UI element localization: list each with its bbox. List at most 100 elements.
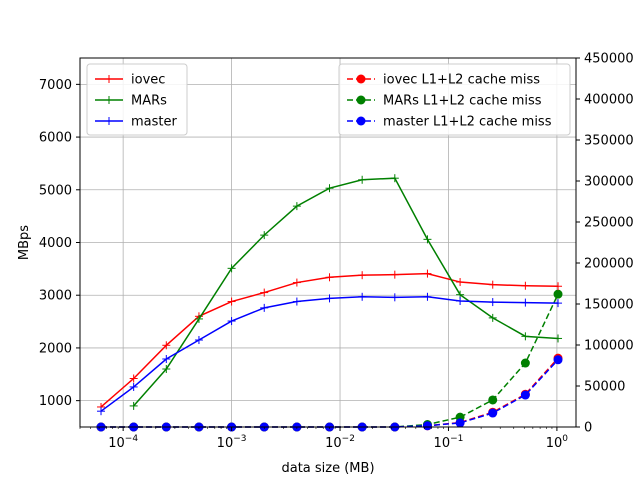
legend-marker <box>356 74 366 84</box>
y-tick-label: 2000 <box>39 341 72 356</box>
data-point <box>521 332 530 341</box>
data-point <box>520 358 530 368</box>
y-tick-label: 3000 <box>39 289 72 304</box>
y2-tick-label: 50000 <box>584 380 625 395</box>
legend-label: MARs L1+L2 cache miss <box>383 94 542 109</box>
series-line-mars-l1-l2-cache-miss <box>101 293 559 428</box>
x-tick-exponent: −3 <box>233 434 246 444</box>
y2-tick-label: 250000 <box>584 216 634 231</box>
x-tick-label: 10−4 <box>108 434 138 451</box>
x-tick-exponent: −2 <box>342 434 355 444</box>
y2-tick-label: 350000 <box>584 134 634 149</box>
data-point <box>456 297 465 306</box>
y2-tick-label: 300000 <box>584 175 634 190</box>
x-axis-ticks: 10−4 10−3 10−2 10−1 100 <box>79 427 569 451</box>
legend-entry: master <box>95 115 177 130</box>
data-point <box>520 390 530 400</box>
y2-tick-label: 400000 <box>584 93 634 108</box>
data-point <box>521 298 530 307</box>
data-point <box>423 292 432 301</box>
data-point <box>97 407 106 416</box>
x-tick-base: 10 <box>434 436 451 451</box>
x-tick-exponent: 0 <box>562 434 568 444</box>
data-point <box>488 395 498 405</box>
series-layer <box>96 174 563 432</box>
data-point <box>194 314 203 323</box>
x-tick-base: 10 <box>108 436 125 451</box>
y2-tick-label: 200000 <box>584 257 634 272</box>
data-point <box>227 264 236 273</box>
data-point <box>390 174 399 183</box>
legend-entry: master L1+L2 cache miss <box>347 115 552 130</box>
y2-tick-label: 0 <box>584 421 592 436</box>
y2-tick-label: 100000 <box>584 339 634 354</box>
data-point <box>423 235 432 244</box>
data-point <box>390 293 399 302</box>
data-point <box>358 175 367 184</box>
legend-label: MARs <box>131 94 167 109</box>
y2-axis-ticks: 0 50000 100000 150000 200000 250000 300000 3500… <box>576 52 634 436</box>
data-point <box>488 408 498 418</box>
x-tick-exponent: −1 <box>450 434 463 444</box>
legend-entry: MARs L1+L2 cache miss <box>347 94 542 109</box>
data-point <box>227 297 236 306</box>
x-tick-base: 10 <box>546 436 563 451</box>
series-line-mars <box>133 177 559 407</box>
legend-entry: MARs <box>95 94 167 109</box>
x-axis-label: data size (MB) <box>281 461 374 476</box>
data-point <box>227 317 236 326</box>
data-point <box>554 282 563 291</box>
series-line-master-l1-l2-cache-miss <box>101 359 559 428</box>
series-master <box>97 292 563 416</box>
data-point <box>554 334 563 343</box>
legend-label: iovec L1+L2 cache miss <box>383 73 540 88</box>
x-tick-label: 10−1 <box>434 434 464 451</box>
y-axis-ticks: 1000 2000 3000 4000 5000 6000 7000 <box>39 78 80 409</box>
data-point <box>488 280 497 289</box>
series-mars <box>129 174 563 410</box>
data-point <box>423 269 432 278</box>
data-point <box>292 278 301 287</box>
x-tick-base: 10 <box>217 436 234 451</box>
x-tick-base: 10 <box>325 436 342 451</box>
series-iovec <box>97 269 563 411</box>
data-point <box>521 281 530 290</box>
data-point <box>325 273 334 282</box>
x-tick-exponent: −4 <box>125 434 139 444</box>
legend-marker <box>356 116 366 126</box>
data-point <box>553 355 563 365</box>
data-point <box>162 365 171 374</box>
series-line-iovec <box>100 272 559 408</box>
y-tick-label: 5000 <box>39 183 72 198</box>
data-point <box>162 341 171 350</box>
data-point <box>488 298 497 307</box>
data-point <box>325 294 334 303</box>
data-point <box>422 421 432 431</box>
data-point <box>358 271 367 280</box>
y2-tick-label: 150000 <box>584 298 634 313</box>
data-point <box>260 288 269 297</box>
y-tick-label: 6000 <box>39 131 72 146</box>
x-tick-label: 100 <box>546 434 569 451</box>
legend-marker <box>356 95 366 105</box>
data-point <box>194 336 203 345</box>
legend-right: iovec L1+L2 cache miss MARs L1+L2 cache m… <box>338 63 571 136</box>
legend-entry: iovec L1+L2 cache miss <box>347 73 540 88</box>
data-point <box>260 231 269 240</box>
series-line-iovec-l1-l2-cache-miss <box>101 357 559 428</box>
data-point <box>554 299 563 308</box>
legend-label: master <box>131 115 177 130</box>
data-point <box>390 270 399 279</box>
data-point <box>455 418 465 428</box>
x-tick-label: 10−3 <box>217 434 247 451</box>
y2-tick-label: 450000 <box>584 52 634 67</box>
x-tick-label: 10−2 <box>325 434 355 451</box>
y-axis-label: MBps <box>17 225 32 260</box>
data-point <box>456 278 465 287</box>
y-tick-label: 7000 <box>39 78 72 93</box>
data-point <box>129 374 138 383</box>
data-point <box>292 297 301 306</box>
data-point <box>358 292 367 301</box>
data-point <box>488 313 497 322</box>
